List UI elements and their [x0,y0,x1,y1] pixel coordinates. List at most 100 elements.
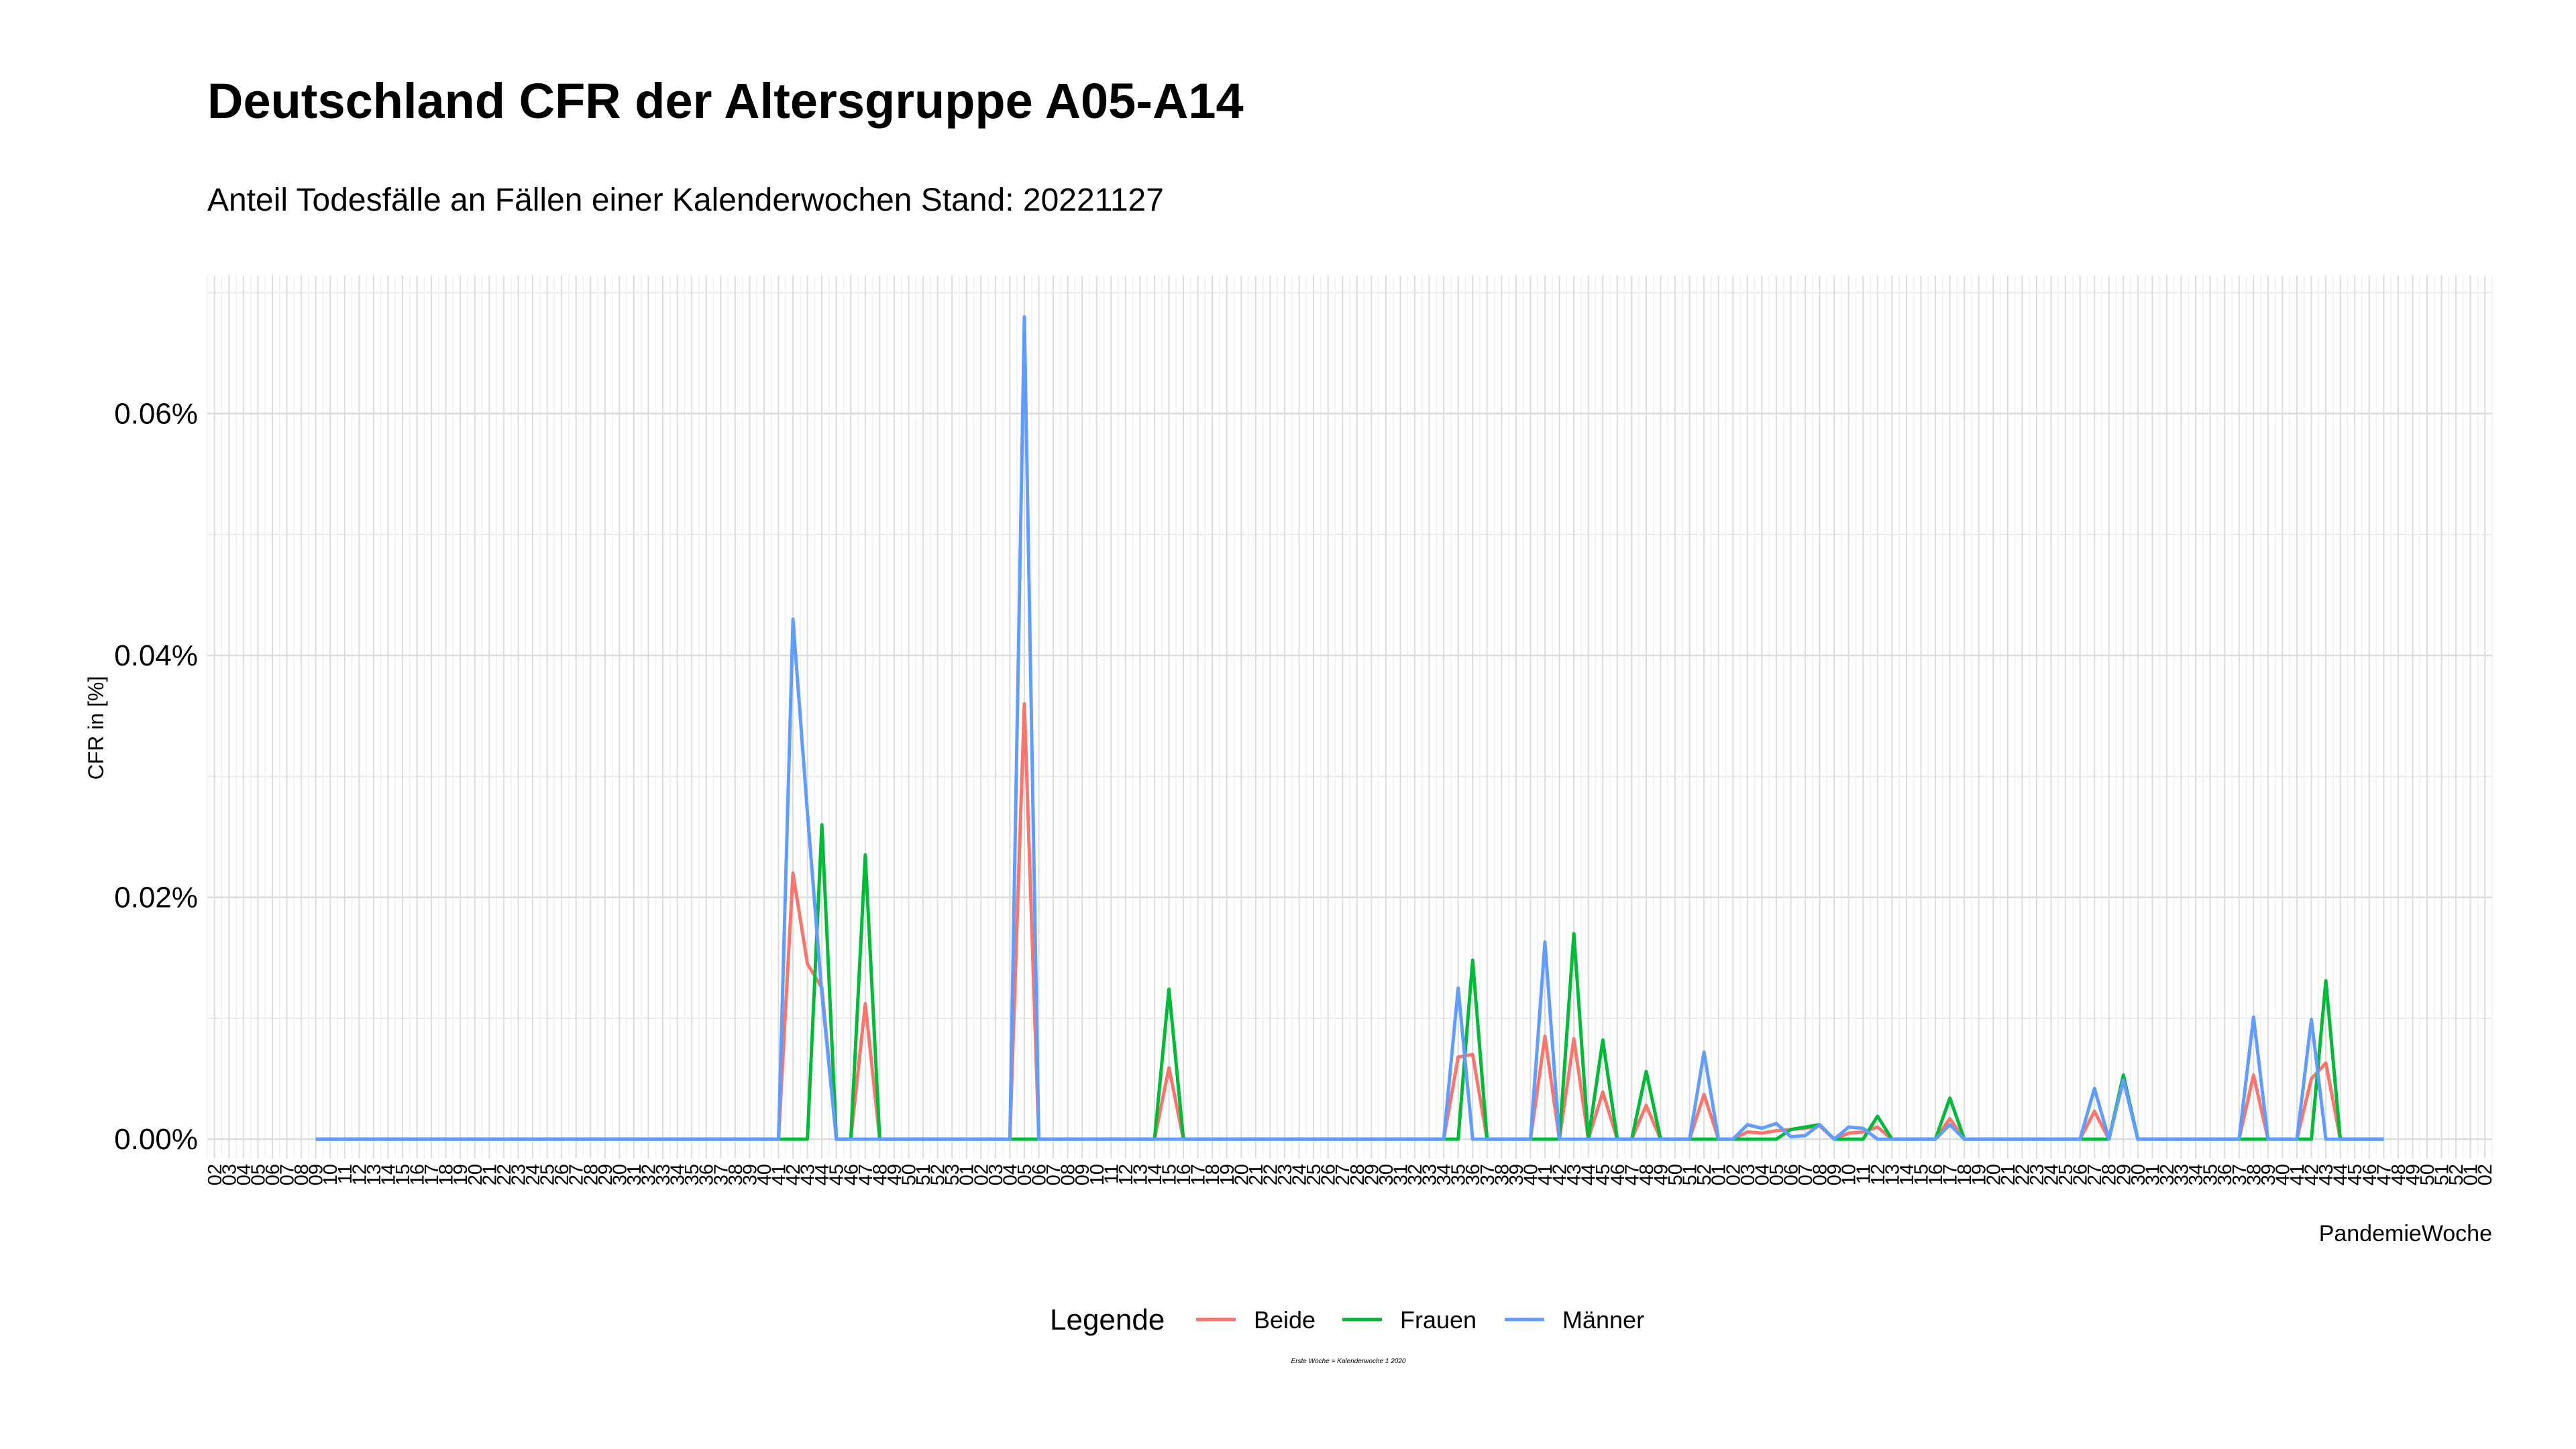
x-tick-label: 39 [739,1164,761,1185]
x-tick-label: 17 [421,1164,443,1185]
x-tick-label: 09 [1824,1164,1845,1185]
x-tick-label: 33 [653,1164,674,1185]
x-tick-label: 32 [1405,1164,1426,1185]
x-tick-label: 11 [1853,1164,1874,1184]
x-tick-label: 14 [1144,1164,1166,1185]
x-tick-label: 22 [2012,1164,2033,1185]
x-tick-label: 03 [1737,1164,1759,1185]
x-tick-label: 05 [1014,1164,1036,1185]
x-tick-label: 41 [2287,1164,2308,1185]
x-tick-label: 01 [2461,1164,2482,1185]
x-tick-label: 22 [1260,1164,1281,1185]
x-tick-label: 38 [1491,1164,1513,1185]
x-tick-label: 25 [1303,1164,1325,1185]
x-tick-label: 19 [450,1164,472,1185]
x-tick-label: 21 [1246,1164,1267,1185]
x-tick-label: 50 [1665,1164,1686,1185]
x-tick-label: 07 [1043,1164,1065,1185]
chart-title: Deutschland CFR der Altersgruppe A05-A14 [207,73,1244,129]
x-tick-label: 37 [1477,1164,1499,1185]
x-tick-label: 32 [2157,1164,2178,1185]
x-tick-label: 15 [1159,1164,1181,1185]
x-tick-label: 48 [1636,1164,1658,1185]
x-tick-label: 20 [1983,1164,2004,1185]
x-tick-label: 02 [971,1164,992,1185]
x-tick-label: 14 [1896,1164,1918,1185]
x-tick-label: 28 [1347,1164,1368,1185]
x-tick-label: 28 [2099,1164,2121,1185]
x-tick-label: 26 [551,1164,573,1185]
x-tick-label: 31 [624,1164,645,1185]
x-tick-label: 42 [783,1164,804,1185]
x-tick-label: 48 [869,1164,891,1185]
x-tick-label: 30 [1376,1164,1397,1185]
x-tick-label: 50 [2417,1164,2438,1185]
x-tick-label: 02 [1723,1164,1744,1185]
x-tick-label: 34 [1434,1164,1455,1185]
x-tick-label: 22 [494,1164,515,1185]
x-tick-label: 32 [638,1164,659,1185]
x-tick-label: 30 [609,1164,631,1185]
x-tick-label: 34 [2186,1164,2207,1185]
x-tick-label: 16 [1173,1164,1195,1185]
grid [207,276,2493,1159]
x-tick-label: 29 [595,1164,616,1185]
x-tick-label: 02 [2475,1164,2496,1185]
x-tick-label: 03 [219,1164,240,1185]
x-tick-label: 10 [1087,1164,1108,1185]
x-tick-label: 16 [1925,1164,1947,1185]
y-tick-label: 0.04% [114,639,198,672]
x-tick-label: 15 [392,1164,414,1185]
x-tick-label: 11 [335,1164,356,1184]
x-tick-label: 49 [1650,1164,1672,1185]
x-tick-label: 17 [1188,1164,1210,1185]
x-tick-label: 21 [479,1164,500,1185]
x-tick-label: 34 [667,1164,689,1185]
x-tick-label: 23 [508,1164,529,1185]
x-tick-label: 27 [1332,1164,1354,1185]
x-tick-label: 52 [1694,1164,1715,1185]
x-tick-label: 16 [407,1164,429,1185]
x-tick-label: 35 [1448,1164,1470,1185]
x-tick-label: 38 [725,1164,747,1185]
x-tick-label: 39 [1506,1164,1527,1185]
x-tick-label: 51 [1680,1164,1701,1185]
x-tick-label: 47 [1621,1164,1643,1185]
x-tick-label: 50 [899,1164,920,1185]
x-tick-label: 52 [2446,1164,2467,1185]
x-tick-label: 08 [291,1164,313,1185]
x-tick-label: 46 [1607,1164,1629,1185]
x-tick-label: 45 [2345,1164,2366,1185]
x-tick-label: 45 [826,1164,848,1185]
x-tick-label: 40 [2272,1164,2294,1185]
x-tick-label: 40 [754,1164,775,1185]
y-axis-title: CFR in [%] [84,676,108,780]
x-tick-label: 06 [1029,1164,1051,1185]
x-tick-label: 06 [262,1164,284,1185]
x-tick-label: 10 [320,1164,341,1185]
x-tick-label: 43 [2316,1164,2337,1185]
x-tick-label: 18 [1954,1164,1976,1185]
chart-subtitle: Anteil Todesfälle an Fällen einer Kalend… [207,182,1164,218]
y-tick-label: 0.06% [114,398,198,431]
x-tick-label: 36 [696,1164,718,1185]
x-tick-label: 49 [2402,1164,2424,1185]
x-axis-title: PandemieWoche [2319,1221,2492,1246]
x-tick-label: 46 [841,1164,862,1185]
x-tick-label: 41 [1535,1164,1556,1185]
x-tick-label: 01 [1709,1164,1730,1185]
x-tick-label: 33 [2171,1164,2193,1185]
legend-title: Legende [1050,1303,1165,1336]
x-tick-label: 08 [1058,1164,1079,1185]
x-tick-label: 36 [1462,1164,1484,1185]
x-tick-label: 35 [682,1164,703,1185]
x-tick-label: 12 [1868,1164,1889,1185]
x-tick-label: 30 [2128,1164,2149,1185]
x-tick-label: 24 [523,1164,544,1185]
x-tick-label: 29 [2113,1164,2135,1185]
x-tick-label: 23 [2027,1164,2048,1185]
x-tick-label: 29 [1361,1164,1383,1185]
x-tick-label: 04 [1000,1164,1021,1185]
x-tick-label: 09 [306,1164,327,1185]
